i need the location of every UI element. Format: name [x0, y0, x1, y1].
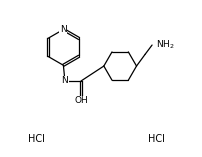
Text: HCl: HCl [147, 134, 164, 144]
Text: NH$_2$: NH$_2$ [155, 38, 174, 51]
Text: N: N [60, 25, 66, 34]
Text: HCl: HCl [28, 134, 45, 144]
Text: OH: OH [74, 96, 88, 105]
Text: N: N [61, 76, 68, 85]
